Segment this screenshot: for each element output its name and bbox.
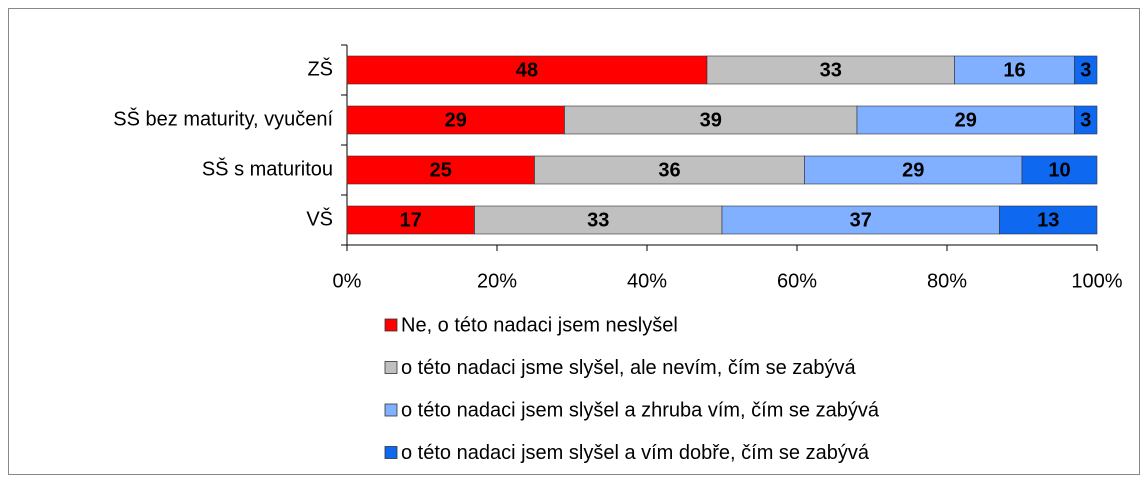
legend-swatch [384, 403, 398, 417]
x-tick-label: 60% [777, 270, 817, 292]
legend-label: Ne, o této nadaci jsem neslyšel [401, 314, 678, 336]
data-label: 36 [658, 159, 680, 181]
data-label: 10 [1048, 159, 1070, 181]
data-label: 3 [1080, 59, 1091, 81]
bar-segment [534, 155, 805, 185]
bar-segment [721, 205, 1000, 235]
data-label: 16 [1003, 59, 1025, 81]
bar-segment [804, 155, 1023, 185]
y-tick-label: ZŠ [307, 57, 333, 80]
bar-segment [346, 55, 708, 85]
bar-segment [346, 105, 565, 135]
legend-swatch [384, 361, 398, 374]
x-tick-label: 80% [927, 270, 967, 292]
bar-segment [346, 155, 535, 185]
legend-swatch [384, 318, 398, 332]
legend-swatch [384, 446, 398, 459]
bar-segment [564, 105, 858, 135]
bar-segment [999, 205, 1098, 235]
bar-segment [706, 55, 955, 85]
y-tick-label: VŠ [306, 207, 333, 230]
data-label: 17 [400, 209, 422, 231]
bar-segment [1021, 155, 1098, 185]
data-label: 37 [850, 209, 872, 231]
data-label: 25 [430, 159, 452, 181]
bar-segment [1074, 105, 1098, 135]
bar-segment [954, 55, 1075, 85]
data-label: 33 [820, 59, 842, 81]
data-label: 29 [955, 109, 977, 131]
x-tick-label: 0% [333, 270, 362, 292]
chart-frame [8, 8, 1140, 475]
legend-label: o této nadaci jsme slyšel, ale nevím, čí… [401, 357, 857, 379]
data-label: 48 [516, 59, 538, 81]
x-tick-label: 40% [627, 270, 667, 292]
data-label: 29 [902, 159, 924, 181]
legend-label: o této nadaci jsem slyšel a vím dobře, č… [401, 442, 870, 464]
legend-label: o této nadaci jsem slyšel a zhruba vím, … [401, 399, 880, 421]
data-label: 33 [587, 209, 609, 231]
data-label: 3 [1080, 109, 1091, 131]
bar-segment [1074, 55, 1098, 85]
x-tick-label: 100% [1071, 270, 1122, 292]
y-tick-label: SŠ bez maturity, vyučení [113, 107, 333, 130]
y-tick-label: SŠ s maturitou [202, 157, 333, 180]
x-tick-label: 20% [477, 270, 517, 292]
data-label: 29 [445, 109, 467, 131]
data-label: 39 [700, 109, 722, 131]
data-label: 13 [1037, 209, 1059, 231]
bar-segment [856, 105, 1075, 135]
